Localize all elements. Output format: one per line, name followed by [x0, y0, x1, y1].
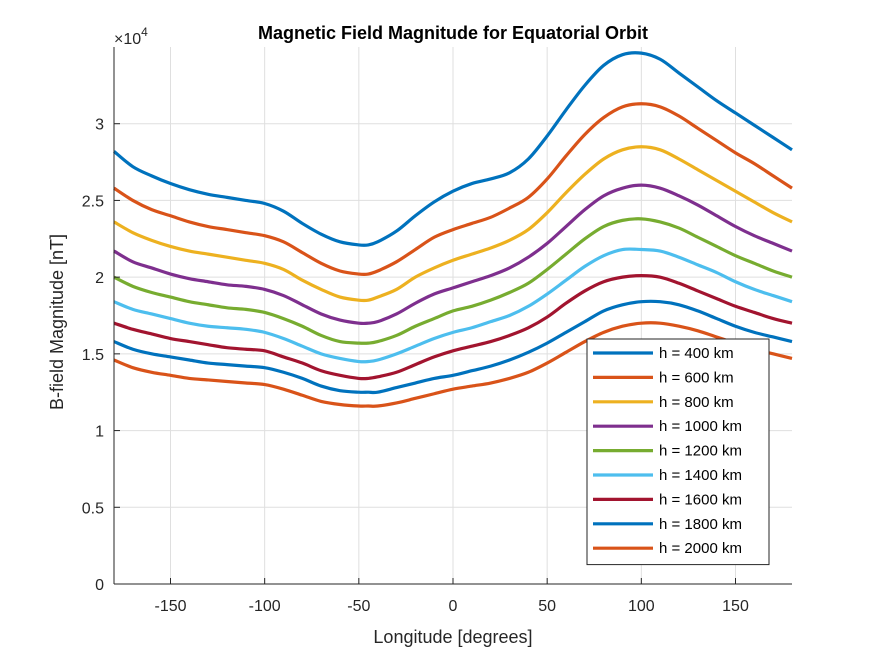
x-axis-title: Longitude [degrees] — [373, 627, 532, 647]
series-lines — [112, 51, 793, 408]
legend-label: h = 800 km — [659, 394, 734, 411]
tick-labels: -150 -100 -50 0 50 100 150 0 0.5 1 1.5 2 2.5 3 — [82, 117, 749, 615]
x-tick-label: 150 — [722, 598, 749, 615]
legend-label: h = 1400 km — [659, 467, 742, 484]
legend-label: h = 2000 km — [659, 540, 742, 557]
legend: h = 400 km h = 600 km h = 800 km h = 1000 k… — [586, 338, 770, 566]
legend-label: h = 1200 km — [659, 443, 742, 460]
x-tick-label: -50 — [347, 598, 370, 615]
y-tick-label: 0.5 — [82, 500, 104, 517]
series-line — [113, 102, 793, 277]
y-axis-title: B-field Magnitude [nT] — [47, 234, 67, 410]
x-tick-label: 100 — [628, 598, 655, 615]
legend-label: h = 1600 km — [659, 491, 742, 508]
legend-label: h = 1000 km — [659, 418, 742, 435]
series-line — [113, 247, 793, 364]
legend-label: h = 1800 km — [659, 516, 742, 533]
series-line — [113, 321, 793, 408]
y-tick-label: 2.5 — [82, 193, 104, 210]
axes — [113, 47, 792, 585]
series-line — [112, 51, 793, 247]
x-tick-label: 50 — [538, 598, 556, 615]
svg-text:×104: ×104 — [114, 25, 148, 48]
series-line — [113, 183, 793, 326]
legend-label: h = 400 km — [659, 345, 734, 362]
y-exponent-power: 4 — [141, 25, 148, 39]
x-tick-label: 0 — [449, 598, 458, 615]
series-line — [113, 274, 793, 381]
x-tick-label: -100 — [249, 598, 281, 615]
chart-title: Magnetic Field Magnitude for Equatorial … — [258, 23, 648, 43]
y-exponent-label: ×104 — [114, 25, 148, 48]
series-line — [113, 299, 793, 395]
y-tick-label: 1.5 — [82, 347, 104, 364]
x-tick-label: -150 — [154, 598, 186, 615]
y-tick-label: 3 — [95, 117, 104, 134]
legend-label: h = 600 km — [659, 369, 734, 386]
y-exponent-base: ×10 — [114, 31, 141, 48]
y-tick-label: 2 — [95, 270, 104, 287]
series-line — [113, 145, 793, 303]
series-line — [113, 217, 793, 345]
y-tick-label: 0 — [95, 577, 104, 594]
y-tick-label: 1 — [95, 424, 104, 441]
